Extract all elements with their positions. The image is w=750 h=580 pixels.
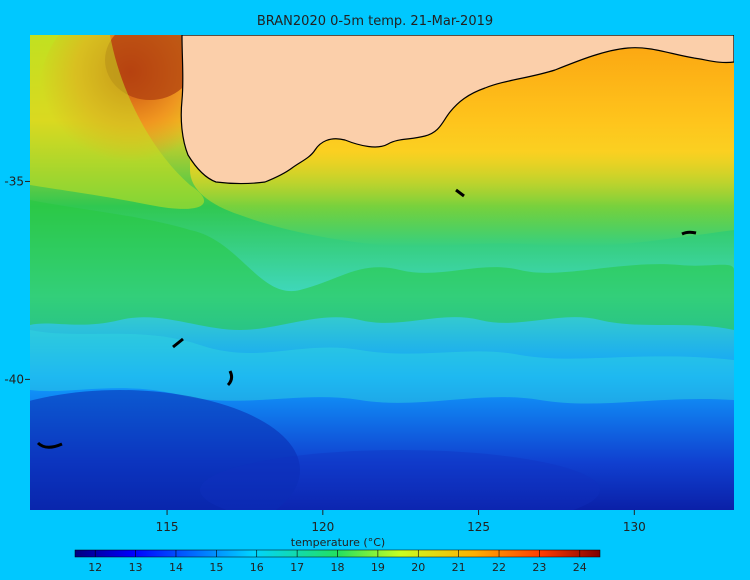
colorbar-tick-label: 19	[371, 561, 385, 574]
temperature-field	[30, 35, 734, 510]
x-tick-label: 130	[623, 520, 646, 534]
colorbar-tick-label: 20	[411, 561, 425, 574]
australia-landmass	[180, 35, 734, 185]
colorbar-ticks: 12 13 14 15 16 17 18 19 20 21 22 23 24	[88, 550, 587, 574]
island-5	[36, 441, 63, 449]
y-tick-label: -35	[4, 174, 24, 188]
colorbar-tick-label: 21	[452, 561, 466, 574]
island-2	[681, 230, 697, 236]
colorbar-tick-label: 12	[88, 561, 102, 574]
colorbar-tick-label: 18	[331, 561, 345, 574]
map-title: BRAN2020 0-5m temp. 21-Mar-2019	[256, 14, 494, 29]
x-tick-label: 125	[467, 520, 490, 534]
island-4	[226, 370, 234, 387]
y-tick-label: -40	[4, 372, 24, 386]
island-3	[172, 337, 184, 349]
colorbar-tick-label: 23	[532, 561, 546, 574]
colorbar-tick-label: 17	[290, 561, 304, 574]
colorbar-tick-label: 22	[492, 561, 506, 574]
island-1	[455, 188, 465, 198]
colorbar-title: temperature (°C)	[291, 536, 385, 549]
x-axis-ticks: 115 120 125 130	[156, 510, 646, 534]
x-tick-label: 120	[311, 520, 334, 534]
colorbar-tick-label: 15	[209, 561, 223, 574]
y-axis-ticks: -35 -40	[4, 174, 30, 386]
colorbar-tick-label: 14	[169, 561, 183, 574]
colorbar-tick-label: 13	[129, 561, 143, 574]
colorbar-tick-label: 24	[573, 561, 587, 574]
x-tick-label: 115	[156, 520, 179, 534]
colorbar-tick-label: 16	[250, 561, 264, 574]
